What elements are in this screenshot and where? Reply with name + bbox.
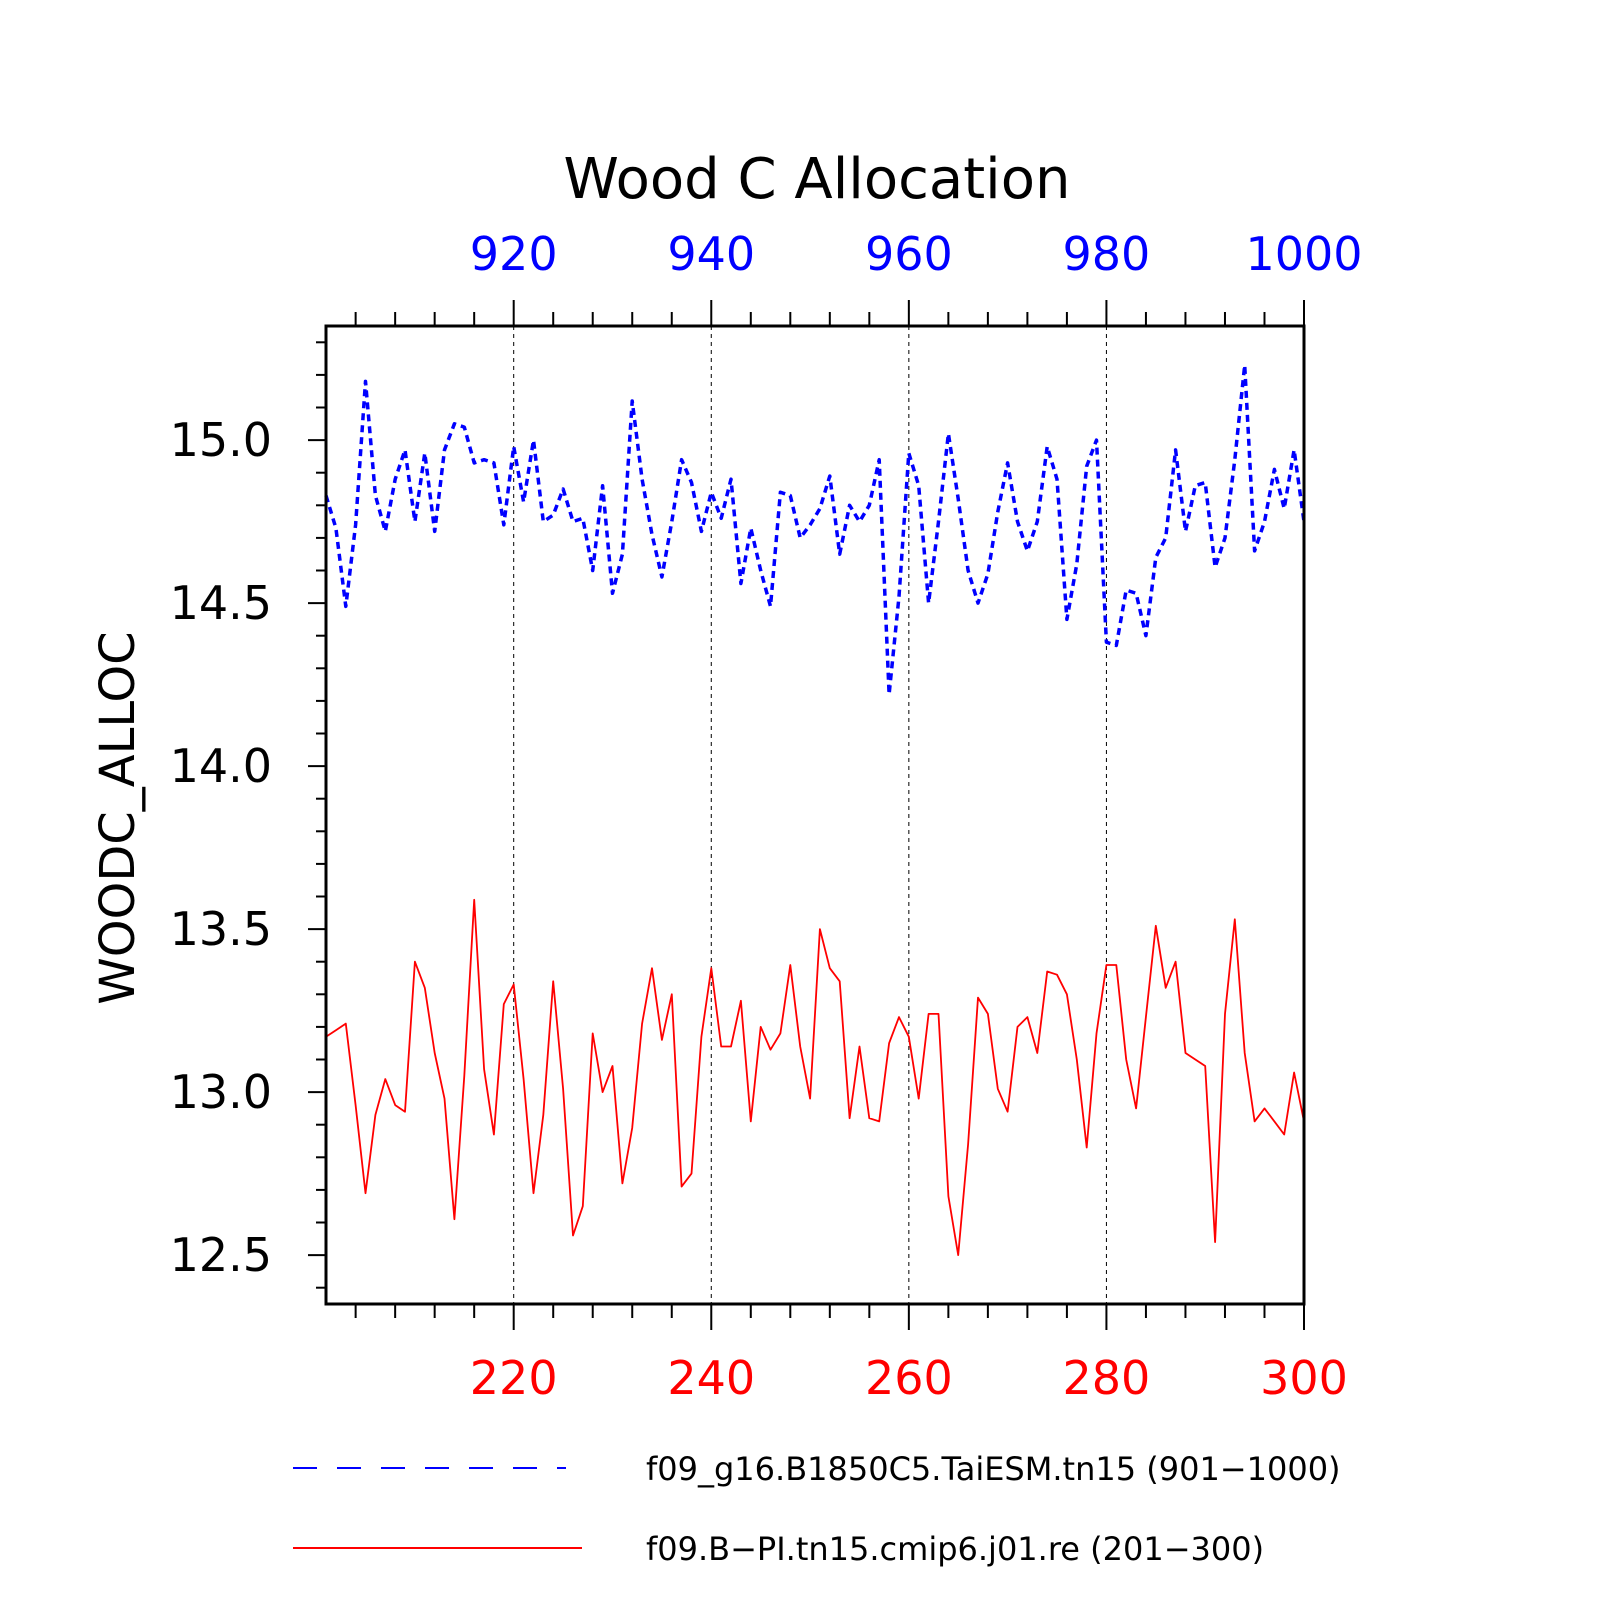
- y-tick-label: 12.5: [170, 1228, 272, 1282]
- y-tick-label: 14.0: [170, 739, 272, 793]
- x-top-tick-label: 960: [865, 227, 953, 281]
- y-axis: 12.5 13.0 13.5 14.0 14.5 15.0: [170, 341, 326, 1289]
- plot-frame: [324, 324, 1306, 1306]
- x-axis-top: 920 940 960 980 1000: [354, 227, 1363, 326]
- y-tick-label: 15.0: [170, 413, 272, 467]
- y-tick-label: 13.5: [170, 902, 272, 956]
- series-line-cmip6: [325, 898, 1305, 1256]
- chart-title: Wood C Allocation: [564, 147, 1071, 212]
- y-tick-label: 13.0: [170, 1065, 272, 1119]
- legend: f09_g16.B1850C5.TaiESM.tn15 (901−1000) f0…: [293, 1450, 1341, 1568]
- legend-label: f09_g16.B1850C5.TaiESM.tn15 (901−1000): [646, 1450, 1341, 1488]
- x-top-tick-label: 980: [1063, 227, 1151, 281]
- x-bottom-tick-label: 260: [865, 1351, 953, 1405]
- x-bottom-tick-label: 280: [1063, 1351, 1151, 1405]
- x-axis-bottom: 220 240 260 280 300: [354, 1304, 1348, 1405]
- x-bottom-tick-label: 220: [470, 1351, 558, 1405]
- x-top-tick-label: 940: [667, 227, 755, 281]
- legend-label: f09.B−PI.tn15.cmip6.j01.re (201−300): [646, 1530, 1264, 1568]
- gridlines: [513, 326, 1107, 1304]
- x-top-tick-label: 1000: [1245, 227, 1362, 281]
- x-top-tick-label: 920: [470, 227, 558, 281]
- x-bottom-tick-label: 240: [667, 1351, 755, 1405]
- y-axis-label: WOODC_ALLOC: [90, 631, 146, 1004]
- series-layer: [324, 363, 1306, 1256]
- x-bottom-tick-label: 300: [1260, 1351, 1348, 1405]
- series-line-taiesm: [324, 363, 1306, 697]
- y-tick-label: 14.5: [170, 576, 272, 630]
